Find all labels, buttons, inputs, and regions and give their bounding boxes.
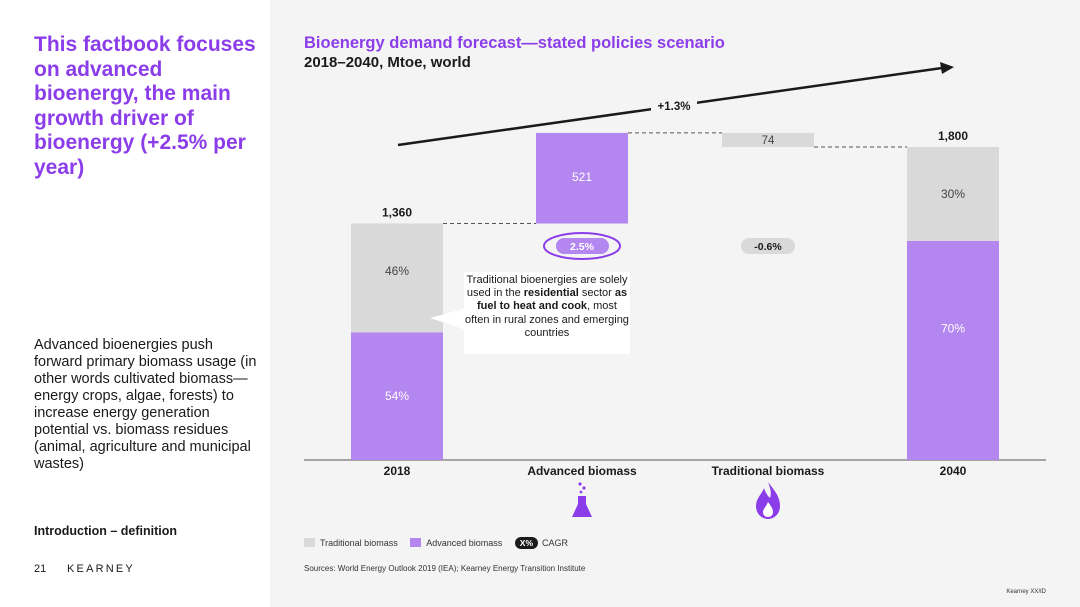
category-label-advanced: Advanced biomass <box>527 464 637 478</box>
brand-logo: KEARNEY <box>67 563 135 575</box>
trend-arrowhead <box>940 62 954 74</box>
legend-swatch-traditional <box>304 538 315 547</box>
cagr-traditional-chip <box>741 238 795 254</box>
body-text: Advanced bioenergies push forward primar… <box>34 337 257 472</box>
traditional-callout: Traditional bioenergies are solely used … <box>464 272 630 354</box>
sources-note: Sources: World Energy Outlook 2019 (IEA)… <box>304 564 586 573</box>
chart-subtitle: 2018–2040, Mtoe, world <box>304 54 471 71</box>
change-label-traditional: 74 <box>762 135 775 147</box>
cagr-advanced-chip <box>556 238 609 254</box>
change-label-advanced: 521 <box>572 170 592 184</box>
cagr-traditional-label: -0.6% <box>754 241 782 253</box>
overall-cagr-bg <box>651 97 697 113</box>
callout-bold-2: as fuel to heat and cook <box>477 287 628 313</box>
callout-text-2: sector <box>578 287 615 300</box>
bar-2040-traditional <box>907 147 999 241</box>
share-label-2040-advanced: 70% <box>941 321 965 335</box>
legend-label-advanced: Advanced biomass <box>426 538 503 548</box>
bar-2018-advanced <box>351 332 443 460</box>
page-number: 21 <box>34 563 47 575</box>
cagr-advanced-label: 2.5% <box>570 241 595 253</box>
total-label-2040: 1,800 <box>938 129 968 143</box>
category-label-2018: 2018 <box>384 464 411 478</box>
flask-icon <box>572 482 592 517</box>
bar-2040-advanced <box>907 240 999 460</box>
footer-code: Kearney XX/ID <box>1006 589 1046 595</box>
headline: This factbook focuses on advanced bioene… <box>34 33 256 179</box>
bar-2018-traditional <box>351 223 443 333</box>
legend-item-advanced: Advanced biomass <box>410 538 502 548</box>
chart-title: Bioenergy demand forecast—stated policie… <box>304 34 725 52</box>
bar-traditional-change <box>722 132 814 147</box>
cagr-advanced-highlight <box>543 232 621 260</box>
legend-swatch-advanced <box>410 538 422 547</box>
section-label: Introduction – definition <box>34 524 178 538</box>
legend-label-cagr: CAGR <box>542 538 569 548</box>
flame-icon <box>756 482 780 519</box>
legend-cagr-chip: X% <box>514 537 539 549</box>
callout-bold-1: residential <box>523 287 579 300</box>
share-label-2040-traditional: 30% <box>941 187 965 201</box>
share-label-2018-traditional: 46% <box>385 264 409 278</box>
legend-label-traditional: Traditional biomass <box>320 538 398 548</box>
callout-text-3: , most often in rural zones and emerging… <box>465 300 629 339</box>
bar-advanced-change <box>536 132 628 224</box>
callout-text-1: Traditional bioenergies are solely used … <box>466 274 628 300</box>
overall-cagr-label: +1.3% <box>658 101 691 113</box>
legend-item-cagr: X% CAGR <box>514 537 569 549</box>
legend: Traditional biomass Advanced biomass X% C… <box>304 537 578 549</box>
category-label-traditional: Traditional biomass <box>712 464 825 478</box>
total-label-2018: 1,360 <box>382 206 412 220</box>
legend-item-traditional: Traditional biomass <box>304 538 398 548</box>
callout-pointer <box>430 308 466 330</box>
share-label-2018-advanced: 54% <box>385 389 409 403</box>
category-label-2040: 2040 <box>940 464 967 478</box>
left-panel: This factbook focuses on advanced bioene… <box>0 0 270 607</box>
